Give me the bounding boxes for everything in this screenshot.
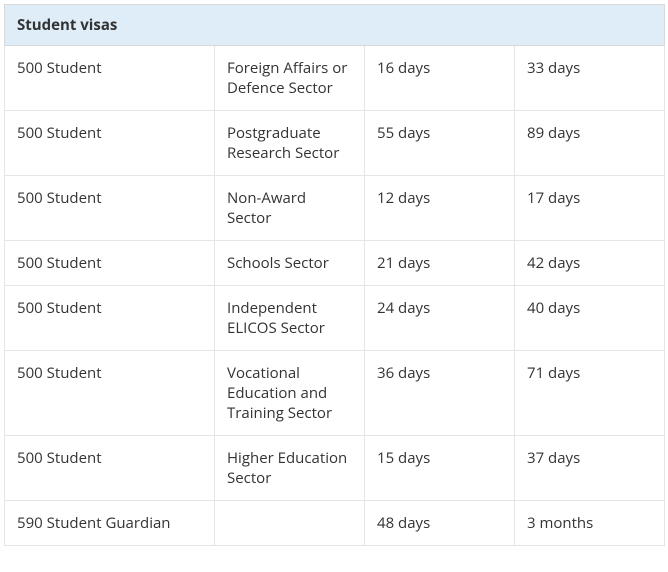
cell-visa: 500 Student: [5, 46, 215, 111]
table-header-row: Student visas: [5, 5, 665, 46]
cell-visa: 500 Student: [5, 111, 215, 176]
cell-stream: Postgraduate Research Sector: [215, 111, 365, 176]
table-row: 500 Student Higher Education Sector 15 d…: [5, 436, 665, 501]
cell-time-b: 71 days: [515, 351, 665, 436]
table-row: 500 Student Postgraduate Research Sector…: [5, 111, 665, 176]
cell-time-b: 33 days: [515, 46, 665, 111]
cell-time-b: 17 days: [515, 176, 665, 241]
cell-visa: 500 Student: [5, 351, 215, 436]
table-row: 500 Student Schools Sector 21 days 42 da…: [5, 241, 665, 286]
cell-stream: Non-Award Sector: [215, 176, 365, 241]
table-title: Student visas: [5, 5, 665, 46]
student-visas-table: Student visas 500 Student Foreign Affair…: [4, 4, 665, 546]
cell-time-a: 48 days: [365, 501, 515, 546]
cell-time-a: 21 days: [365, 241, 515, 286]
cell-visa: 500 Student: [5, 176, 215, 241]
cell-time-b: 37 days: [515, 436, 665, 501]
table-body: 500 Student Foreign Affairs or Defence S…: [5, 46, 665, 546]
cell-stream: Foreign Affairs or Defence Sector: [215, 46, 365, 111]
table-row: 500 Student Foreign Affairs or Defence S…: [5, 46, 665, 111]
cell-stream: Independent ELICOS Sector: [215, 286, 365, 351]
cell-time-a: 15 days: [365, 436, 515, 501]
cell-stream: Higher Education Sector: [215, 436, 365, 501]
cell-time-b: 3 months: [515, 501, 665, 546]
table-row: 500 Student Vocational Education and Tra…: [5, 351, 665, 436]
table-row: 590 Student Guardian 48 days 3 months: [5, 501, 665, 546]
cell-stream: Vocational Education and Training Sector: [215, 351, 365, 436]
cell-time-a: 36 days: [365, 351, 515, 436]
cell-time-a: 24 days: [365, 286, 515, 351]
cell-time-a: 16 days: [365, 46, 515, 111]
table-row: 500 Student Non-Award Sector 12 days 17 …: [5, 176, 665, 241]
cell-time-b: 40 days: [515, 286, 665, 351]
cell-stream: [215, 501, 365, 546]
cell-visa: 590 Student Guardian: [5, 501, 215, 546]
table-row: 500 Student Independent ELICOS Sector 24…: [5, 286, 665, 351]
cell-time-a: 55 days: [365, 111, 515, 176]
cell-stream: Schools Sector: [215, 241, 365, 286]
cell-time-a: 12 days: [365, 176, 515, 241]
cell-visa: 500 Student: [5, 286, 215, 351]
cell-time-b: 89 days: [515, 111, 665, 176]
cell-visa: 500 Student: [5, 436, 215, 501]
cell-visa: 500 Student: [5, 241, 215, 286]
cell-time-b: 42 days: [515, 241, 665, 286]
